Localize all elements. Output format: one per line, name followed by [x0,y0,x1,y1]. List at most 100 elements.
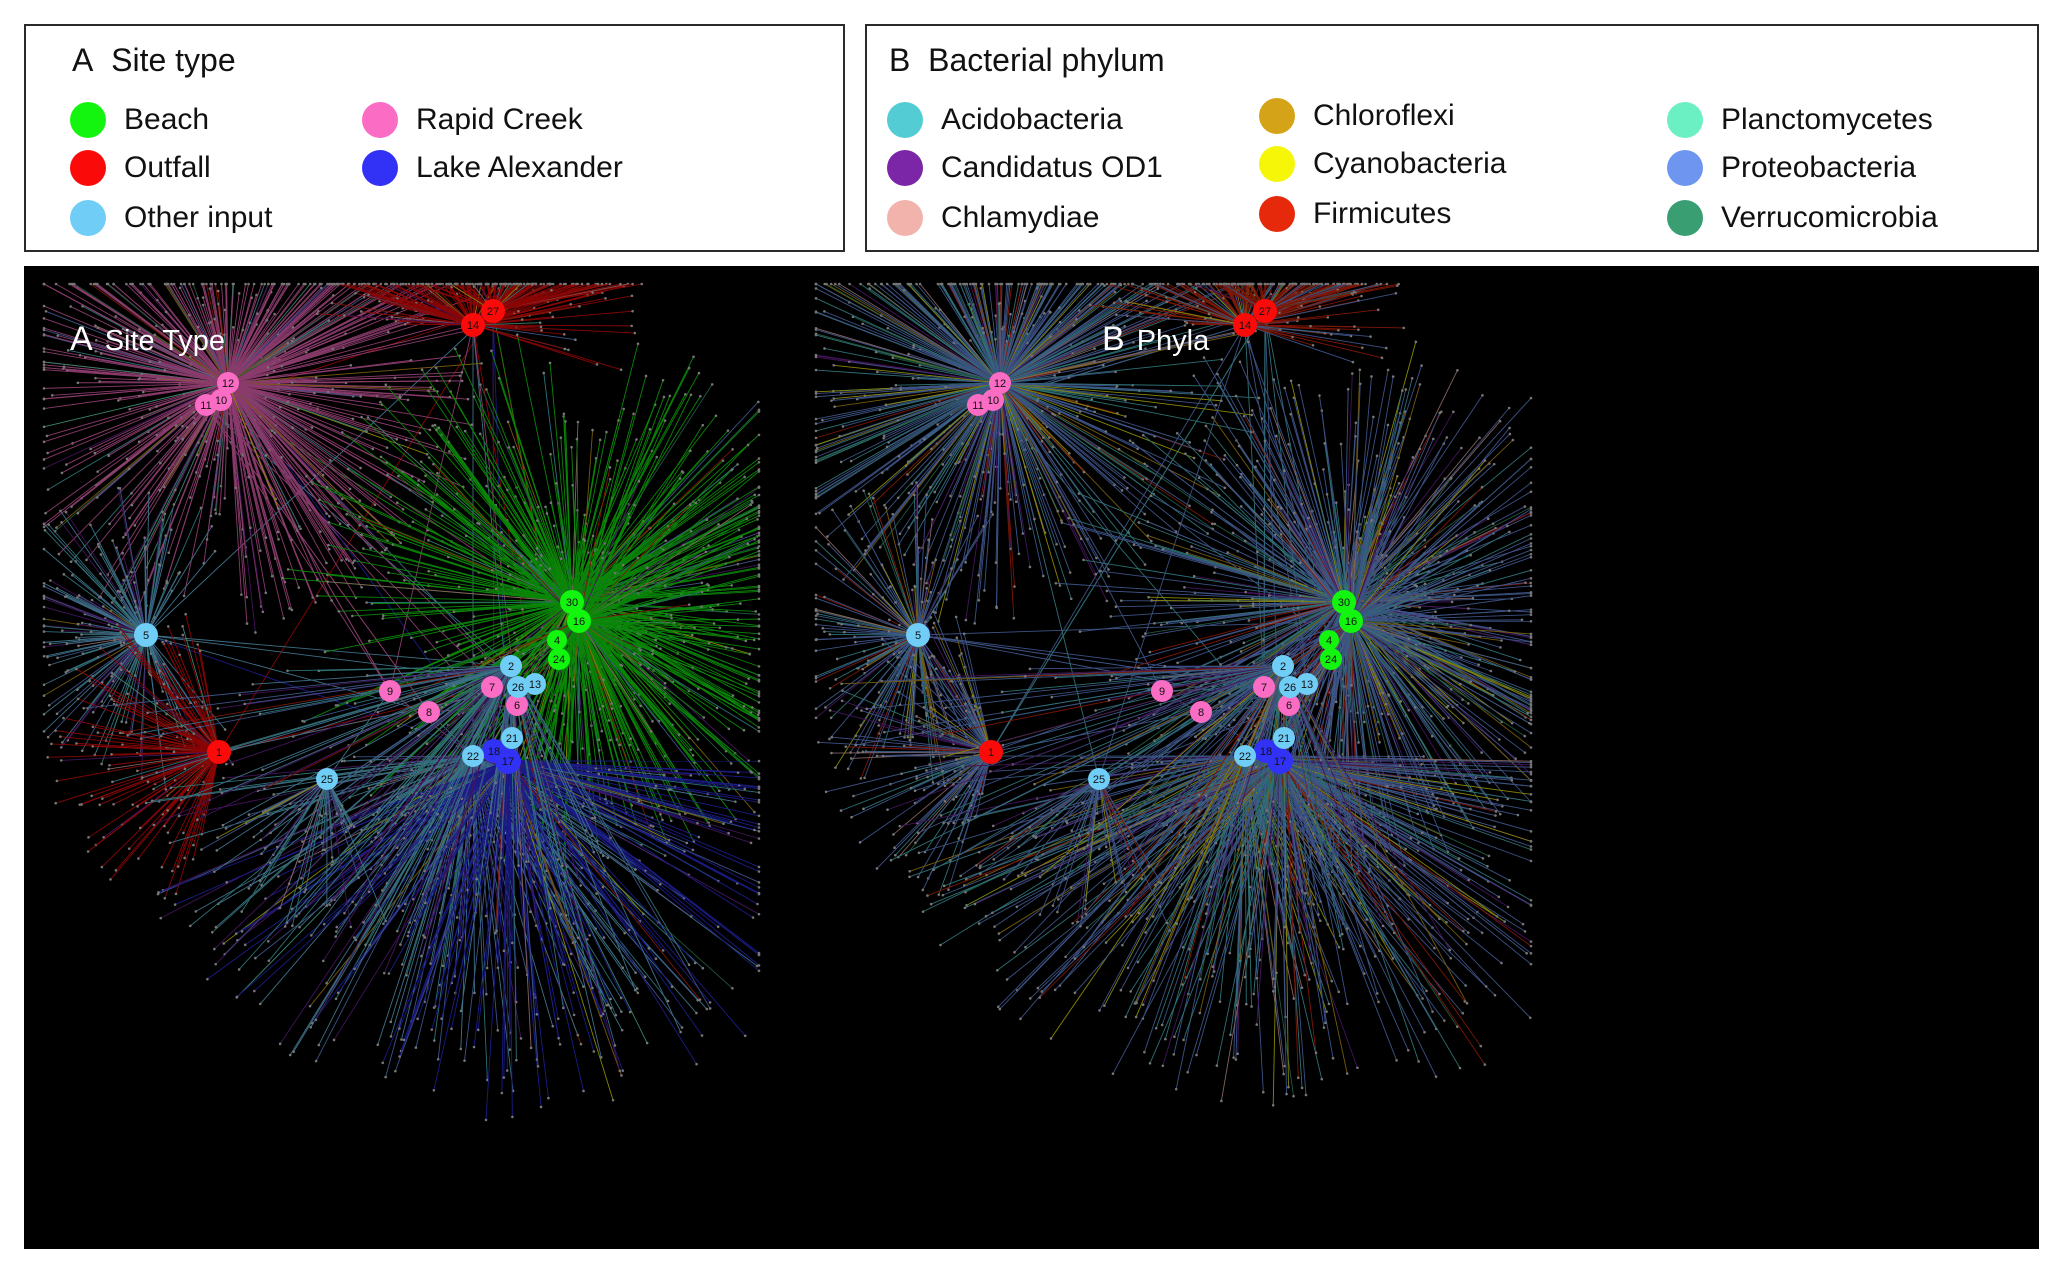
otu-dot [223,496,227,500]
otu-dot [478,432,482,436]
otu-dot [223,308,227,312]
edge [227,382,327,514]
otu-dot [158,669,161,673]
otu-dot [222,942,226,945]
otu-dot [133,599,137,603]
otu-dot [188,313,191,317]
otu-dot [205,464,209,468]
otu-dot [400,1038,403,1041]
otu-dot [519,282,523,286]
otu-dot [42,712,46,716]
otu-dot [457,585,461,589]
otu-dot [569,952,573,956]
otu-dot [392,282,396,286]
otu-dot [511,941,514,945]
otu-dot [384,383,388,387]
legend-item-label: Chloroflexi [1313,99,1455,132]
otu-dot [128,407,132,411]
otu-dot [458,374,462,377]
otu-dot [99,352,103,355]
otu-dot [192,843,195,847]
edge [227,382,251,528]
otu-dot [460,371,464,374]
otu-dot [161,510,164,514]
otu-dot [724,646,728,649]
otu-dot [651,652,654,656]
otu-dot [270,574,274,578]
otu-dot [179,798,183,802]
otu-dot [479,383,482,386]
otu-dot [42,605,46,609]
otu-dot [708,1007,712,1010]
otu-dot [42,645,46,649]
otu-dot [490,349,493,353]
otu-dot [464,282,468,286]
otu-dot [185,426,189,429]
edge [202,304,229,384]
otu-dot [485,484,488,488]
otu-dot [99,572,102,576]
otu-dot [689,529,693,533]
otu-dot [440,1017,443,1020]
otu-dot [96,731,100,734]
otu-dot [757,460,761,464]
otu-dot [99,646,102,650]
otu-dot [536,1065,540,1068]
otu-dot [536,519,539,522]
otu-dot [424,508,428,511]
edge [165,311,229,384]
otu-dot [435,428,438,432]
edge [227,313,258,384]
otu-dot [499,282,502,286]
otu-dot [101,605,105,608]
otu-dot [86,850,90,853]
otu-dot [637,479,641,483]
legend-title-text: Bacterial phylum [928,42,1165,78]
otu-dot [336,991,340,995]
otu-dot [757,632,761,635]
otu-dot [44,309,48,313]
otu-dot [410,726,414,730]
otu-dot [173,903,177,906]
otu-dot [172,282,176,286]
otu-dot [396,929,399,933]
otu-dot [460,732,463,736]
otu-dot [651,649,655,652]
otu-dot [496,966,500,970]
otu-dot [560,550,564,554]
edge [227,382,261,551]
otu-dot [46,451,49,455]
otu-dot [169,528,173,532]
otu-dot [688,503,692,506]
edge [227,283,263,384]
otu-dot [224,282,228,286]
otu-dot [591,291,594,294]
edge [227,382,333,601]
otu-dot [183,767,187,771]
otu-dot [417,479,420,482]
otu-dot [109,878,112,881]
otu-dot [127,847,131,850]
edge-layer [42,282,761,1122]
otu-dot [147,491,151,495]
otu-dot [656,888,659,892]
otu-dot [299,527,302,531]
otu-dot [455,916,459,919]
otu-dot [757,534,761,537]
otu-dot [583,513,586,517]
otu-dot [430,1028,434,1031]
otu-dot [97,545,101,549]
otu-dot [616,459,619,462]
otu-dot [80,749,84,752]
otu-dot [743,1034,747,1038]
otu-dot [718,626,722,630]
otu-dot [594,456,598,460]
otu-dot [125,332,129,335]
otu-dot [757,625,761,628]
otu-dot [321,959,325,963]
otu-dot [417,734,420,737]
otu-dot [601,854,605,858]
otu-dot [736,463,739,466]
edge [43,283,229,384]
otu-dot [140,372,144,376]
